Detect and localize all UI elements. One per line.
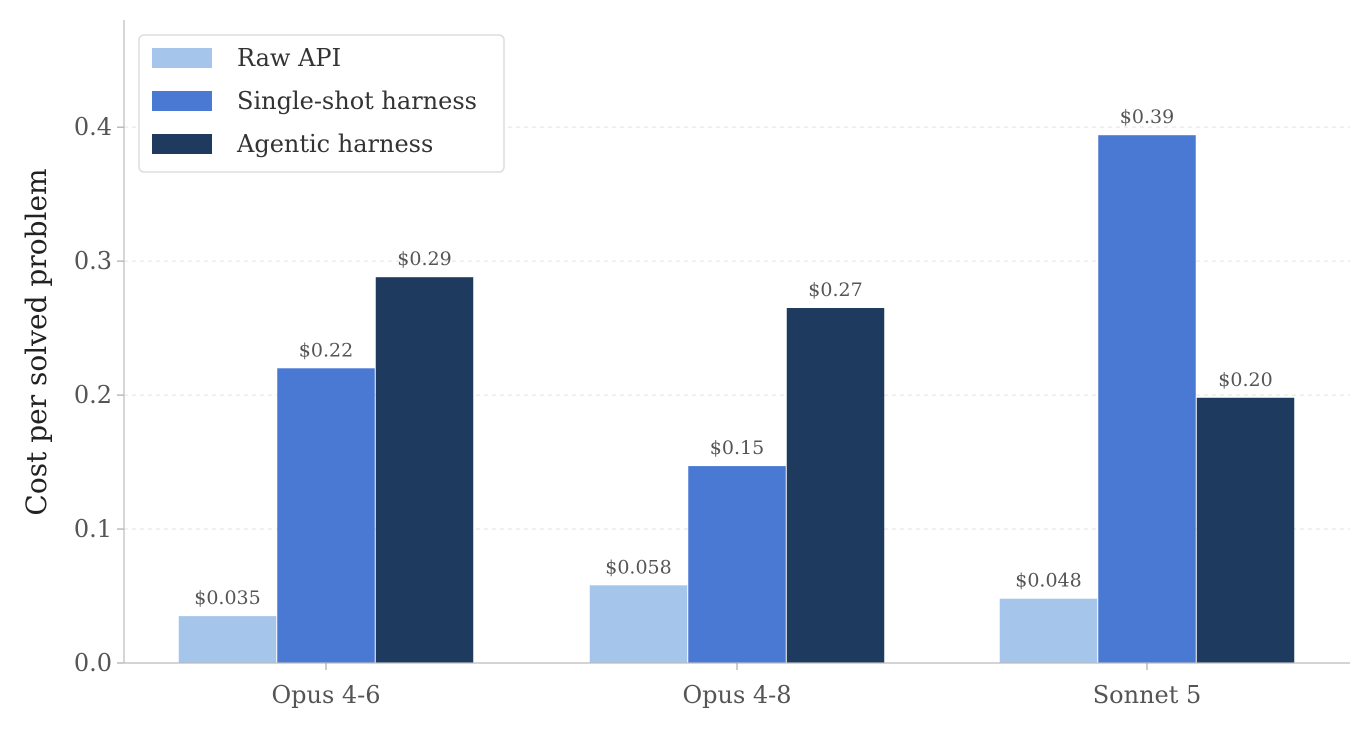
bar-value-label: $0.058 (605, 556, 671, 578)
y-tick-label: 0.1 (74, 515, 112, 543)
x-tick-label: Opus 4-6 (271, 681, 380, 709)
bar (786, 308, 885, 663)
bars (178, 135, 1295, 663)
bar-value-label: $0.048 (1015, 570, 1081, 592)
legend-swatch (152, 91, 212, 111)
legend-swatch (152, 48, 212, 68)
bar-value-label: $0.22 (299, 339, 353, 361)
y-tick-label: 0.2 (74, 381, 112, 409)
bar-value-label: $0.15 (710, 437, 764, 459)
bar-value-label: $0.39 (1120, 106, 1174, 128)
axes: 0.0 0.1 0.2 0.3 0.4 Opus 4-6 Opus 4-8 Sonnet 5 (74, 20, 1350, 709)
y-tick-label: 0.4 (74, 113, 112, 141)
bar-value-label: $0.20 (1218, 369, 1272, 391)
legend: Raw API Single-shot harness Agentic harnes… (138, 34, 505, 173)
bar (1196, 397, 1295, 663)
bar (375, 277, 474, 663)
bar-value-label: $0.29 (397, 248, 451, 270)
bar-value-label: $0.035 (194, 587, 260, 609)
y-axis-title: Cost per solved problem (20, 168, 53, 515)
bar (1098, 135, 1196, 663)
x-tick-label: Opus 4-8 (682, 681, 791, 709)
legend-label: Raw API (237, 44, 341, 72)
bar-value-labels: $0.035 $0.22 $0.29 $0.058 $0.15 $0.27 $0.048 $0… (194, 106, 1272, 609)
bar (688, 466, 786, 663)
x-tick-label: Sonnet 5 (1093, 681, 1202, 709)
bar (178, 616, 277, 663)
bar-value-label: $0.27 (808, 279, 862, 301)
bar (277, 368, 375, 663)
y-tick-label: 0.3 (74, 247, 112, 275)
legend-box (138, 34, 505, 173)
bar (589, 585, 688, 663)
legend-swatch (152, 134, 212, 154)
legend-label: Single-shot harness (237, 87, 477, 115)
y-tick-label: 0.0 (74, 649, 112, 677)
legend-label: Agentic harness (236, 130, 433, 158)
bar (999, 598, 1098, 663)
